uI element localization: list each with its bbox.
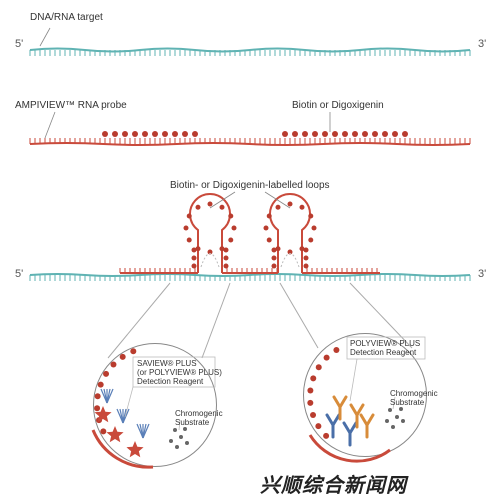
probe-strand [0, 110, 501, 170]
detail-right-title: POLYVIEW® PLUSDetection Reagent [350, 340, 420, 358]
hybrid-strand [0, 180, 501, 310]
watermark-text: 兴顺综合新闻网 [260, 469, 407, 498]
detail-left-title: SAVIEW® PLUS(or POLYVIEW® PLUS)Detection… [137, 360, 222, 386]
detail-left-art [85, 335, 225, 475]
detail-right-chromo: Chromogenic Substrate [390, 390, 438, 408]
target-strand [0, 20, 501, 100]
detail-left-chromo: Chromogenic Substrate [175, 410, 223, 428]
